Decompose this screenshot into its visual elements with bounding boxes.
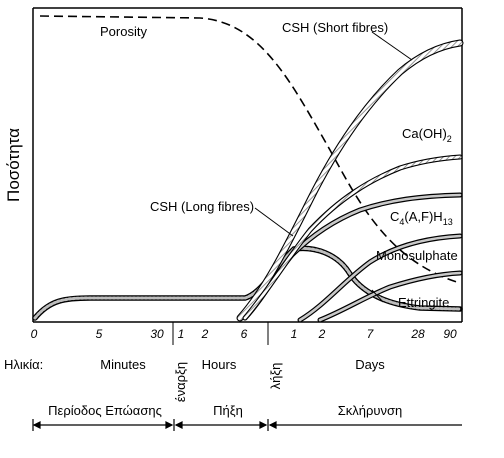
age-minutes: Minutes bbox=[100, 357, 146, 372]
leader-csh-long bbox=[254, 207, 294, 237]
label-caoh2: Ca(OH)2 bbox=[402, 126, 452, 144]
tick-days-28: 28 bbox=[410, 327, 425, 341]
marker-start: έναρξη bbox=[173, 362, 188, 402]
tick-days-1: 1 bbox=[291, 327, 298, 341]
y-axis-label: Ποσότητα bbox=[4, 128, 23, 202]
period-arrows bbox=[32, 419, 462, 431]
tick-minutes-0: 0 bbox=[31, 327, 38, 341]
tick-minutes-5: 5 bbox=[96, 327, 103, 341]
age-label: Ηλικία: bbox=[4, 357, 43, 372]
tick-hours-6: 6 bbox=[241, 327, 248, 341]
age-hours: Hours bbox=[202, 357, 237, 372]
label-porosity: Porosity bbox=[100, 24, 147, 39]
period-setting: Πήξη bbox=[213, 403, 243, 418]
period-hardening: Σκλήρυνση bbox=[338, 403, 403, 418]
leader-csh-short bbox=[371, 31, 413, 61]
marker-end: λήξη bbox=[268, 363, 283, 390]
tick-minutes-30: 30 bbox=[150, 327, 164, 341]
leader-ettringite bbox=[371, 289, 384, 303]
tick-hours-2: 2 bbox=[201, 327, 209, 341]
porosity-curve bbox=[39, 15, 461, 284]
label-ettringite: Ettringite bbox=[398, 295, 449, 310]
tick-days-90: 90 bbox=[443, 327, 457, 341]
label-monosulphate: Monosulphate bbox=[376, 248, 458, 263]
period-dormant: Περίοδος Επώασης bbox=[48, 403, 162, 418]
tick-hours-1: 1 bbox=[178, 327, 185, 341]
label-csh-short: CSH (Short fibres) bbox=[282, 20, 388, 35]
label-csh-long: CSH (Long fibres) bbox=[150, 199, 254, 214]
label-c4afh13: C4(A,F)H13 bbox=[390, 209, 453, 227]
tick-days-2: 2 bbox=[318, 327, 326, 341]
tick-days-7: 7 bbox=[367, 327, 375, 341]
age-days: Days bbox=[355, 357, 385, 372]
